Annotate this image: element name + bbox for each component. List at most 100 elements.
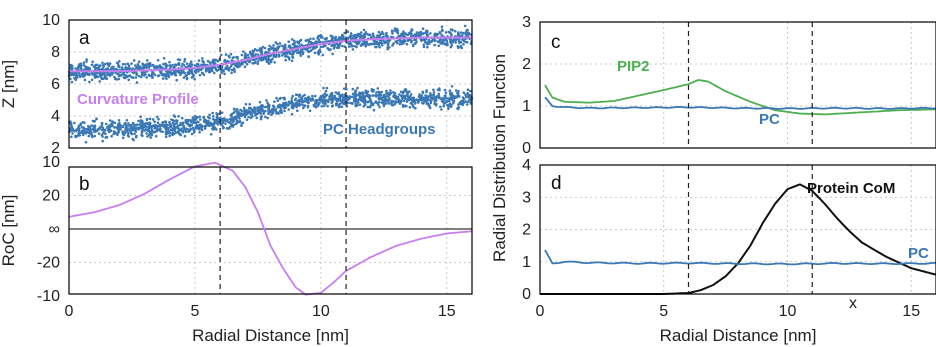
- scatter-point: [264, 57, 268, 61]
- scatter-point: [148, 123, 152, 127]
- scatter-point: [284, 44, 287, 47]
- scatter-point: [421, 27, 425, 31]
- scatter-point: [431, 96, 435, 99]
- scatter-point: [341, 93, 344, 97]
- scatter-point: [291, 94, 295, 98]
- scatter-point: [429, 92, 432, 95]
- scatter-point: [347, 45, 351, 48]
- scatter-point: [180, 127, 183, 131]
- scatter-point: [121, 132, 125, 136]
- scatter-point: [151, 118, 155, 121]
- scatter-point: [458, 95, 461, 98]
- scatter-point: [209, 67, 212, 70]
- scatter-point: [78, 63, 81, 66]
- scatter-point: [90, 78, 94, 82]
- scatter-point: [282, 47, 286, 51]
- scatter-point: [233, 62, 237, 66]
- scatter-point: [158, 65, 161, 68]
- scatter-point: [264, 115, 267, 119]
- scatter-point: [165, 130, 168, 133]
- scatter-point: [456, 107, 460, 111]
- scatter-point: [319, 97, 322, 100]
- scatter-point: [386, 94, 390, 98]
- scatter-point: [171, 63, 174, 67]
- scatter-point: [459, 102, 462, 106]
- scatter-point: [340, 105, 344, 108]
- scatter-point: [281, 54, 284, 57]
- scatter-point: [121, 62, 125, 66]
- scatter-point: [268, 48, 271, 51]
- scatter-point: [93, 134, 97, 138]
- scatter-point: [370, 103, 373, 107]
- scatter-point: [108, 74, 112, 77]
- scatter-point: [209, 133, 213, 136]
- scatter-point: [309, 37, 312, 41]
- scatter-point: [337, 97, 341, 101]
- scatter-point: [114, 77, 117, 80]
- scatter-point: [307, 39, 311, 43]
- scatter-point: [228, 56, 231, 59]
- scatter-point: [106, 73, 109, 77]
- scatter-point: [436, 40, 440, 43]
- scatter-point: [181, 71, 185, 74]
- scatter-point: [217, 65, 220, 69]
- scatter-point: [464, 93, 467, 96]
- scatter-point: [274, 41, 278, 44]
- scatter-point: [450, 91, 453, 95]
- x-tick-label: 10: [779, 303, 797, 320]
- scatter-point: [403, 104, 407, 107]
- scatter-point: [300, 50, 303, 54]
- scatter-point: [430, 94, 434, 97]
- scatter-point: [168, 70, 171, 74]
- scatter-point: [293, 45, 296, 49]
- scatter-point: [153, 66, 156, 70]
- scatter-point: [162, 57, 166, 60]
- scatter-point: [335, 97, 338, 100]
- x-tick-label: 5: [190, 303, 199, 320]
- scatter-point: [283, 96, 286, 100]
- scatter-point: [393, 102, 397, 106]
- scatter-point: [290, 99, 294, 103]
- scatter-point: [298, 95, 301, 98]
- scatter-point: [128, 124, 132, 128]
- scatter-point: [198, 73, 202, 77]
- scatter-point: [103, 76, 107, 79]
- scatter-point: [408, 90, 411, 93]
- scatter-point: [172, 119, 175, 123]
- scatter-point: [144, 65, 148, 69]
- scatter-point: [150, 133, 154, 137]
- scatter-point: [99, 74, 102, 78]
- scatter-point: [321, 99, 325, 103]
- scatter-point: [290, 112, 294, 116]
- scatter-point: [194, 121, 198, 125]
- scatter-point: [263, 105, 267, 109]
- scatter-point: [324, 99, 328, 102]
- scatter-point: [122, 71, 125, 75]
- scatter-point: [402, 30, 405, 33]
- scatter-point: [442, 104, 446, 108]
- y-tick-label: 4: [51, 108, 60, 125]
- scatter-point: [362, 91, 365, 95]
- scatter-point: [85, 71, 88, 75]
- scatter-point: [408, 96, 411, 100]
- scatter-point: [75, 76, 79, 79]
- scatter-point: [108, 62, 112, 65]
- scatter-point: [469, 89, 472, 93]
- scatter-point: [134, 126, 138, 130]
- scatter-point: [262, 112, 265, 116]
- scatter-point: [132, 71, 135, 75]
- scatter-point: [374, 100, 378, 104]
- scatter-point: [276, 48, 280, 51]
- scatter-point: [401, 96, 405, 100]
- scatter-point: [114, 67, 118, 71]
- scatter-point: [288, 58, 291, 61]
- scatter-point: [449, 45, 453, 49]
- scatter-point: [283, 109, 286, 113]
- scatter-point: [183, 134, 187, 138]
- scatter-point: [149, 136, 152, 139]
- scatter-point: [190, 132, 194, 136]
- scatter-point: [398, 102, 402, 105]
- scatter-point: [272, 104, 275, 108]
- scatter-point: [117, 119, 121, 122]
- scatter-point: [448, 89, 452, 92]
